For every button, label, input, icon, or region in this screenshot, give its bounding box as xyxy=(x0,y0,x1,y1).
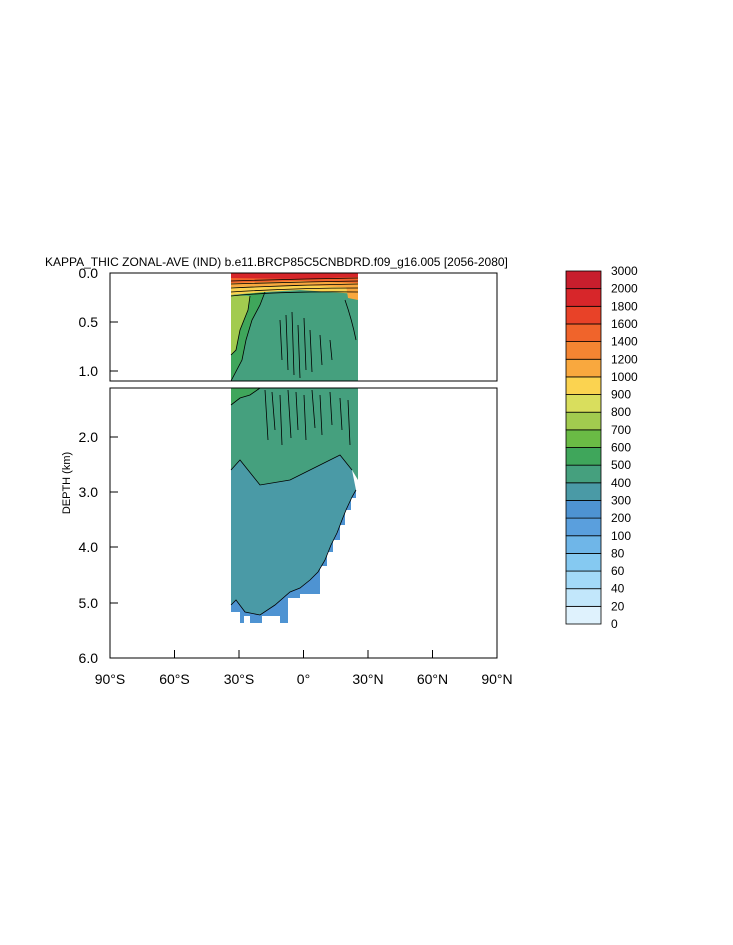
colorbar-swatch xyxy=(565,270,602,290)
field-upper-600 xyxy=(231,295,250,355)
y-tick-label: 6.0 xyxy=(79,650,99,666)
colorbar-swatch xyxy=(565,482,602,501)
y-axis-ticks: 0.0 0.5 1.0 2.0 3.0 4.0 5.0 6.0 xyxy=(79,265,118,666)
x-tick-label: 60°N xyxy=(417,671,448,687)
colorbar-swatch xyxy=(565,588,602,607)
colorbar-swatch xyxy=(565,305,602,325)
colorbar-swatch xyxy=(565,500,602,519)
colorbar-swatch xyxy=(565,429,602,448)
upper-panel-fields xyxy=(230,273,359,381)
colorbar-label: 600 xyxy=(611,441,631,455)
y-axis-label: DEPTH (km) xyxy=(61,452,73,514)
upper-panel-frame xyxy=(109,272,498,382)
y-tick-label: 5.0 xyxy=(79,595,99,611)
colorbar-label: 1400 xyxy=(611,335,638,349)
y-tick-label: 0.0 xyxy=(79,265,99,281)
lower-panel-fields xyxy=(230,388,358,623)
colorbar-swatch xyxy=(565,341,602,360)
y-tick-label: 4.0 xyxy=(79,539,99,555)
colorbar-swatch xyxy=(565,570,602,590)
colorbar-swatch xyxy=(565,323,602,343)
colorbar-label: 900 xyxy=(611,388,631,402)
colorbar-label: 700 xyxy=(611,423,631,437)
field-lower-400 xyxy=(231,388,358,485)
colorbar: 0 20 40 60 80 100 200 300 400 500 600 700 800 900 1000… xyxy=(565,264,638,631)
x-tick-label: 90°S xyxy=(95,671,126,687)
x-tick-label: 30°S xyxy=(224,671,255,687)
colorbar-swatch xyxy=(565,411,602,431)
colorbar-label: 800 xyxy=(611,405,631,419)
colorbar-swatch xyxy=(565,605,602,625)
colorbar-label: 1800 xyxy=(611,299,638,313)
colorbar-swatch xyxy=(565,394,602,413)
colorbar-label: 80 xyxy=(611,546,625,560)
colorbar-label: 400 xyxy=(611,476,631,490)
y-tick-label: 2.0 xyxy=(79,429,99,445)
colorbar-label: 20 xyxy=(611,599,625,613)
colorbar-swatch xyxy=(565,553,602,572)
colorbar-swatch xyxy=(565,288,602,307)
y-tick-label: 1.0 xyxy=(79,363,99,379)
field-upper-1000-patch xyxy=(346,283,358,300)
y-tick-label: 0.5 xyxy=(79,314,99,330)
field-lower-500 xyxy=(231,388,260,405)
colorbar-label: 60 xyxy=(611,564,625,578)
lower-contours xyxy=(230,388,357,616)
colorbar-label: 300 xyxy=(611,493,631,507)
upper-contours xyxy=(230,277,359,381)
field-lower-200 xyxy=(231,455,356,615)
colorbar-label: 1200 xyxy=(611,352,638,366)
colorbar-label: 0 xyxy=(611,617,618,631)
colorbar-swatch xyxy=(565,376,602,395)
colorbar-swatch xyxy=(565,358,602,378)
x-tick-label: 0° xyxy=(297,671,310,687)
field-upper-base xyxy=(231,273,358,381)
y-tick-label: 3.0 xyxy=(79,484,99,500)
colorbar-label: 500 xyxy=(611,458,631,472)
x-tick-label: 60°S xyxy=(159,671,190,687)
chart-title: KAPPA_THIC ZONAL-AVE (IND) b.e11.BRCP85C… xyxy=(45,255,508,269)
colorbar-label: 100 xyxy=(611,529,631,543)
field-lower-100 xyxy=(231,490,356,623)
colorbar-label: 200 xyxy=(611,511,631,525)
field-upper-2000 xyxy=(231,273,358,279)
colorbar-swatch xyxy=(565,535,602,554)
x-tick-label: 30°N xyxy=(352,671,383,687)
colorbar-label: 1000 xyxy=(611,370,638,384)
colorbar-label: 3000 xyxy=(611,264,638,278)
colorbar-label: 2000 xyxy=(611,282,638,296)
x-tick-label: 90°N xyxy=(481,671,512,687)
colorbar-label: 1600 xyxy=(611,317,638,331)
colorbar-label: 40 xyxy=(611,582,625,596)
colorbar-swatch xyxy=(565,517,602,537)
x-axis-ticks: 90°S 60°S 30°S 0° 30°N 60°N 90°N xyxy=(95,650,513,687)
colorbar-swatch xyxy=(565,447,602,466)
colorbar-swatch xyxy=(565,464,602,484)
field-upper-500 xyxy=(231,290,265,381)
